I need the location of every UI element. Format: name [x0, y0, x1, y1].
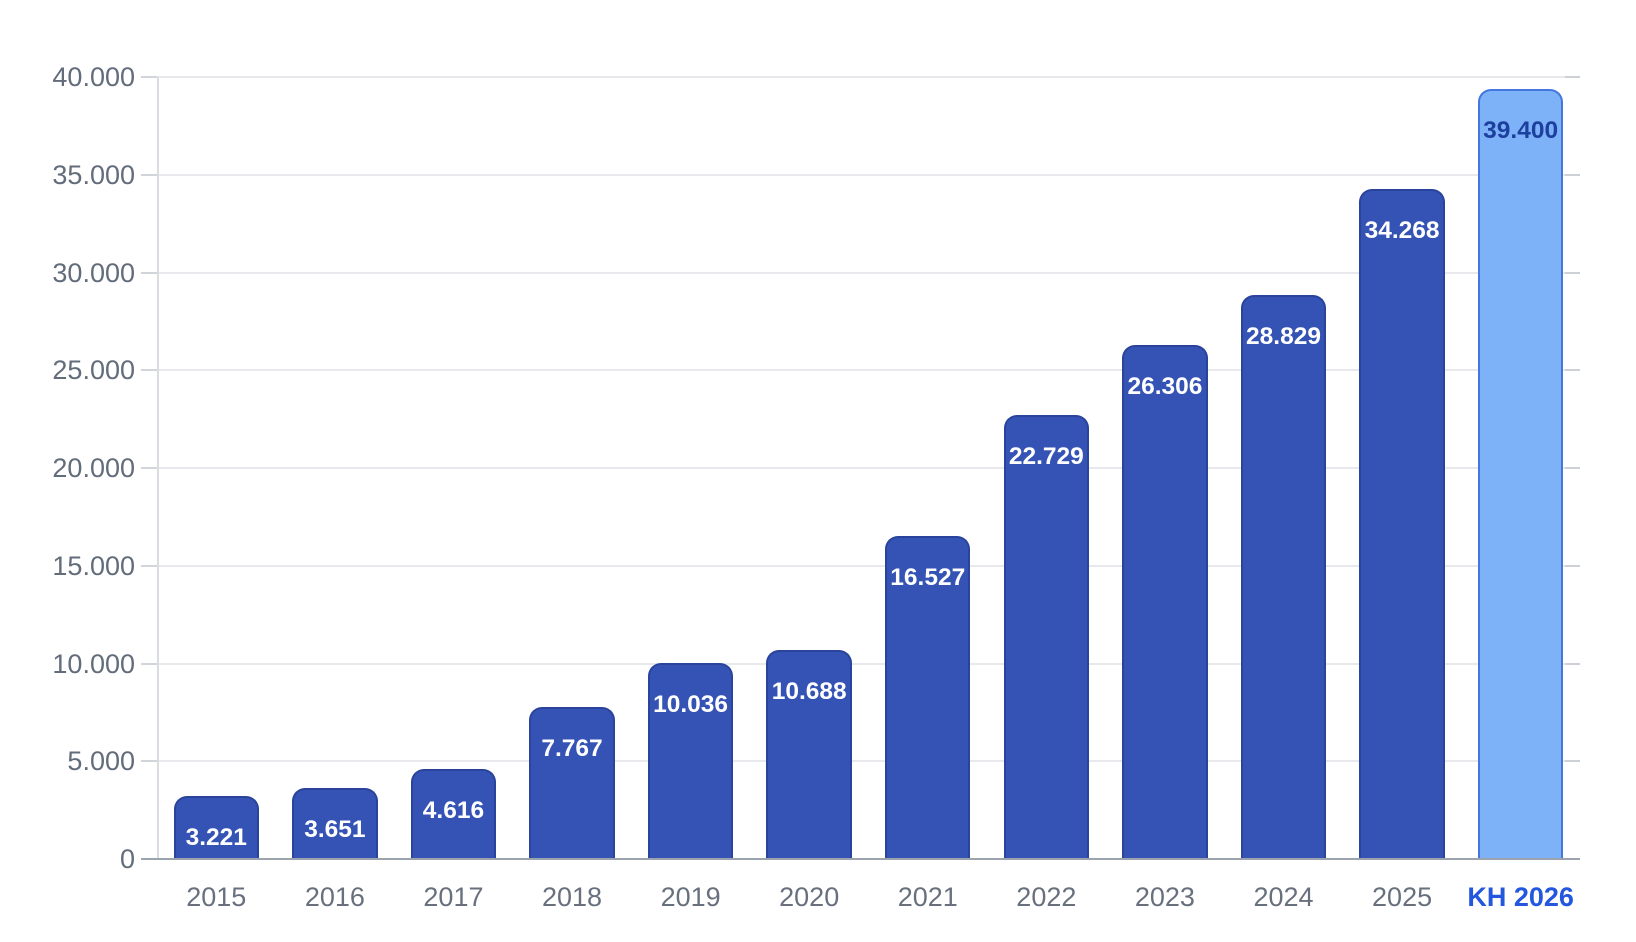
bar-group: 22.729 2022 — [987, 77, 1106, 912]
bar-value-label: 26.306 — [1127, 372, 1203, 400]
y-axis-tick-label: 10.000 — [52, 648, 135, 679]
bar-value-label: 4.616 — [422, 796, 485, 824]
x-axis-tick-label: KH 2026 — [1467, 882, 1574, 912]
bar-group: 3.221 2015 — [157, 77, 276, 912]
bar: 34.268 — [1359, 189, 1445, 859]
x-axis-tick-label: 2021 — [897, 882, 958, 912]
y-tick-mark-right — [1565, 760, 1580, 763]
bars-container: 3.221 2015 3.651 2016 4.616 2017 7.767 2018 10.0… — [157, 77, 1580, 912]
y-axis-tick-label: 20.000 — [52, 453, 135, 483]
y-tick-mark-right — [1565, 564, 1580, 567]
x-axis-tick-label: 2023 — [1134, 882, 1195, 912]
bar-group: 28.829 2024 — [1224, 77, 1343, 912]
bar-highlight: 39.400 — [1477, 88, 1564, 859]
y-axis-tick-label: 40.000 — [52, 62, 135, 92]
bar-group: 10.036 2019 — [631, 77, 750, 912]
bar: 22.729 — [1003, 414, 1090, 859]
bar-group: 4.616 2017 — [394, 77, 513, 912]
bar: 26.306 — [1122, 344, 1208, 859]
y-tick-mark-right — [1565, 662, 1580, 665]
y-axis-line — [157, 77, 159, 859]
gridline — [157, 467, 1580, 469]
y-tick-mark-right — [1565, 173, 1580, 176]
bar-group: 34.268 2025 — [1343, 77, 1462, 912]
bar: 10.688 — [766, 650, 852, 859]
y-tick-mark — [141, 271, 157, 274]
gridline — [157, 76, 1580, 78]
y-axis-tick-label: 30.000 — [52, 257, 135, 288]
bar: 3.651 — [292, 787, 378, 859]
bar-value-label: 16.527 — [890, 563, 966, 591]
gridline — [157, 173, 1580, 176]
plot-area: 3.221 2015 3.651 2016 4.616 2017 7.767 2018 10.0… — [141, 76, 1580, 912]
y-tick-mark-right — [1565, 271, 1580, 274]
x-axis-tick-label: 2016 — [304, 882, 365, 912]
y-axis-tick-label: 0 — [119, 844, 135, 874]
bar: 3.221 — [173, 796, 259, 859]
x-axis-tick-label: 2025 — [1372, 882, 1433, 912]
gridline — [157, 271, 1580, 274]
bar-group: 26.306 2023 — [1106, 77, 1225, 912]
bar-value-label: 39.400 — [1483, 116, 1559, 144]
bar: 4.616 — [410, 768, 497, 859]
gridline — [157, 760, 1580, 763]
x-axis-line — [141, 858, 1580, 860]
x-axis-tick-label: 2022 — [1016, 882, 1077, 912]
y-axis-tick-label: 5.000 — [67, 746, 135, 777]
y-tick-mark — [141, 564, 157, 567]
y-axis-tick-label: 25.000 — [52, 355, 135, 386]
y-tick-mark — [141, 760, 157, 763]
gridline — [157, 662, 1580, 665]
y-axis-tick-label: 35.000 — [52, 159, 135, 190]
y-axis-tick-label: 15.000 — [52, 550, 135, 581]
bar-group: 39.400 KH 2026 — [1461, 77, 1580, 912]
y-tick-mark — [141, 173, 157, 176]
bar-value-label: 34.268 — [1364, 217, 1440, 245]
bar: 10.036 — [647, 662, 734, 859]
bar-value-label: 7.767 — [541, 735, 603, 763]
y-tick-mark — [141, 76, 157, 78]
bar-value-label: 10.036 — [653, 690, 729, 718]
y-tick-mark — [141, 369, 157, 372]
y-tick-mark-right — [1565, 467, 1580, 469]
bar-value-label: 10.688 — [771, 678, 847, 706]
bar-group: 10.688 2020 — [750, 77, 869, 912]
bar: 28.829 — [1240, 295, 1327, 859]
bar: 16.527 — [885, 535, 971, 859]
x-axis-tick-label: 2015 — [186, 882, 247, 912]
bar-value-label: 22.729 — [1008, 442, 1084, 470]
bar-value-label: 3.651 — [304, 815, 366, 843]
x-axis-tick-label: 2018 — [541, 882, 603, 912]
bar-group: 16.527 2021 — [868, 77, 987, 912]
bar-group: 3.651 2016 — [276, 77, 395, 912]
x-axis-tick-label: 2019 — [660, 882, 721, 912]
y-tick-mark — [141, 662, 157, 665]
bar-value-label: 28.829 — [1246, 323, 1321, 351]
bar: 7.767 — [529, 707, 615, 859]
gridline — [157, 564, 1580, 567]
bar-value-label: 3.221 — [185, 824, 247, 852]
x-axis-tick-label: 2017 — [423, 882, 484, 912]
x-axis-tick-label: 2020 — [779, 882, 840, 912]
bar-group: 7.767 2018 — [513, 77, 632, 912]
x-axis-tick-label: 2024 — [1253, 882, 1314, 912]
gridline — [157, 369, 1580, 372]
y-tick-mark-right — [1565, 76, 1580, 78]
y-tick-mark — [141, 467, 157, 469]
y-tick-mark-right — [1565, 369, 1580, 372]
